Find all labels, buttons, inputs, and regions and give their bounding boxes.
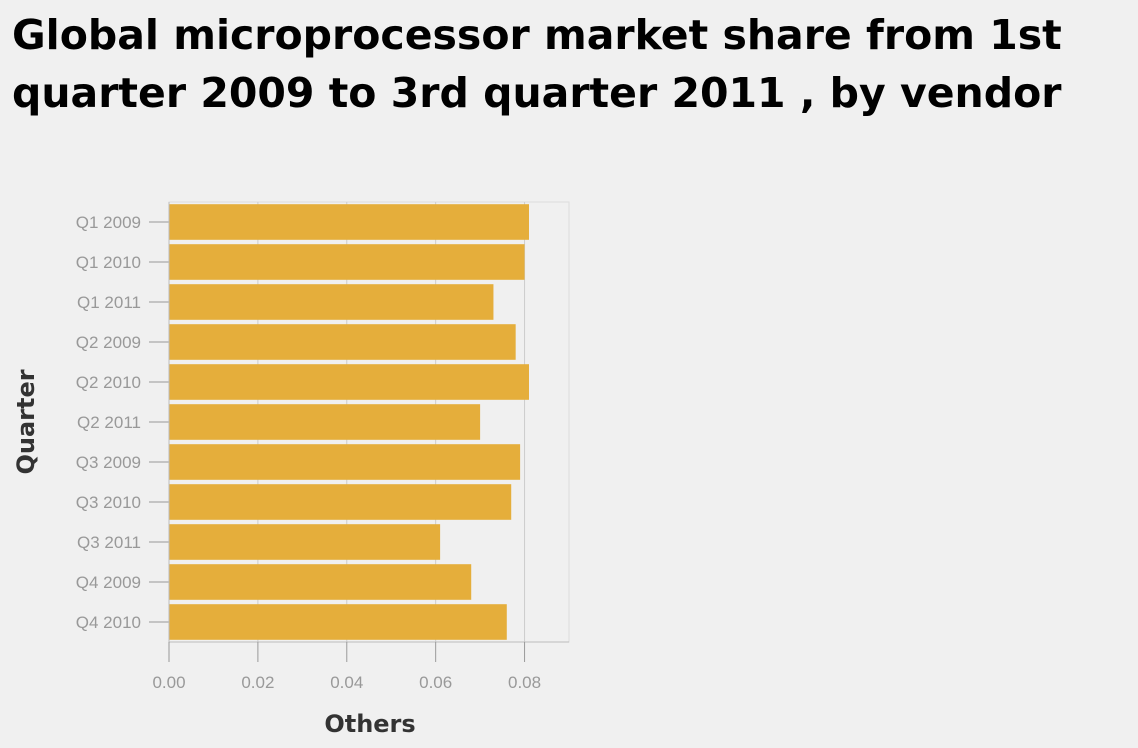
bar <box>169 404 481 440</box>
bar <box>169 204 529 240</box>
bar <box>169 364 529 400</box>
bar <box>169 484 512 520</box>
y-tick-label: Q4 2010 <box>76 613 141 632</box>
bars <box>169 204 529 640</box>
y-tick-label: Q3 2009 <box>76 453 141 472</box>
x-tick-label: 0.00 <box>152 673 185 692</box>
y-tick-label: Q2 2011 <box>77 413 141 432</box>
y-tick-label: Q1 2011 <box>77 293 141 312</box>
x-tick-label: 0.02 <box>241 673 274 692</box>
y-tick-label: Q2 2009 <box>76 333 141 352</box>
x-tick-label: 0.04 <box>330 673 363 692</box>
y-tick-label: Q1 2009 <box>76 213 141 232</box>
x-tick-label: 0.08 <box>508 673 541 692</box>
bar <box>169 284 494 320</box>
bar <box>169 244 525 280</box>
y-tick-label: Q3 2011 <box>77 533 141 552</box>
bar <box>169 324 516 360</box>
bar <box>169 524 441 560</box>
chart-title: Global microprocessor market share from … <box>12 11 1062 117</box>
y-tick-label: Q4 2009 <box>76 573 141 592</box>
bar <box>169 564 472 600</box>
x-tick-label: 0.06 <box>419 673 452 692</box>
y-tick-label: Q3 2010 <box>76 493 141 512</box>
axes: Q1 2009 Q1 2010 Q1 2011 Q2 2009 Q2 2010 Q2 20… <box>76 202 569 692</box>
y-axis-title: Quarter <box>12 369 40 474</box>
y-tick-label: Q2 2010 <box>76 373 141 392</box>
bar <box>169 604 507 640</box>
y-tick-label: Q1 2010 <box>76 253 141 272</box>
x-axis-title: Others <box>324 710 415 738</box>
bar <box>169 444 521 480</box>
